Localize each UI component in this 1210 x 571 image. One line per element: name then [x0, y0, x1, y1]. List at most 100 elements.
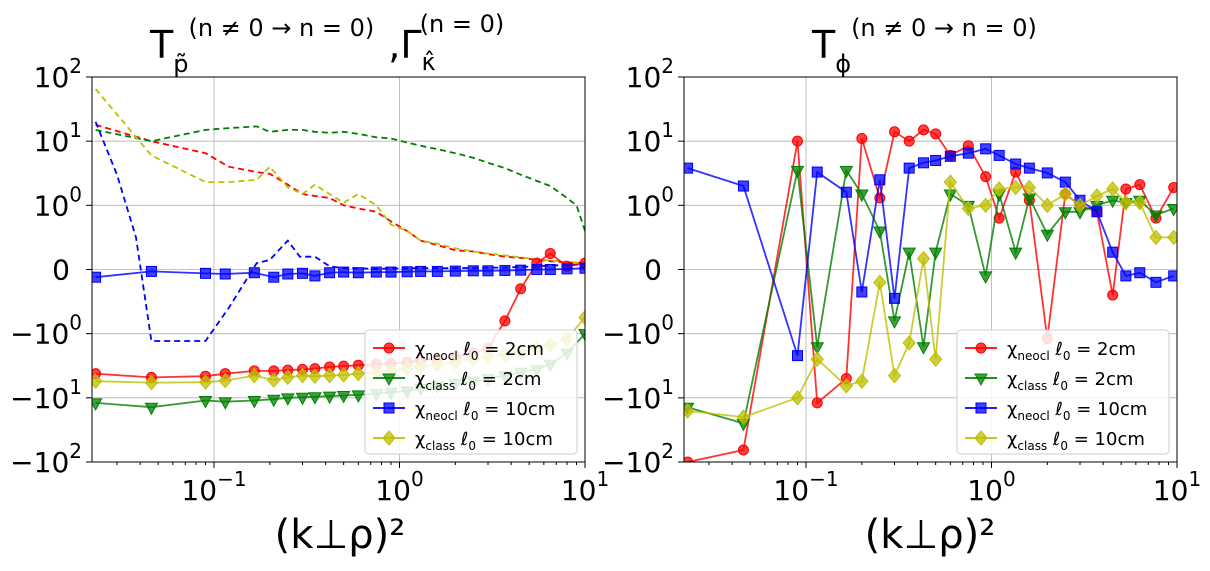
legend-label: χneocl ℓ0 = 10cm: [415, 399, 555, 423]
data-point: [840, 186, 852, 198]
right-ticks: 10−1 100 101 102 101 100 0 −100 −101 −102: [602, 54, 1201, 507]
y-tick-label: −100: [602, 311, 674, 351]
right-series: [684, 124, 1177, 462]
data-point: [431, 265, 443, 277]
data-point: [218, 372, 232, 389]
legend-swatch-marker: [382, 430, 396, 446]
data-point: [449, 265, 461, 277]
data-point: [916, 342, 931, 355]
data-point: [482, 265, 494, 277]
data-point: [352, 267, 364, 279]
data-point: [295, 367, 310, 384]
data-point: [737, 180, 749, 192]
data-point: [467, 265, 479, 277]
data-point: [1023, 162, 1035, 174]
left-ticks: 10−1 100 101 102 101 100 0 −100 −101 −102: [10, 54, 609, 507]
legend-box: [956, 329, 1170, 455]
data-point: [308, 368, 322, 384]
data-point: [199, 267, 211, 279]
data-point: [887, 367, 902, 384]
data-point: [309, 270, 321, 282]
data-point: [385, 266, 397, 278]
data-point: [1134, 267, 1146, 279]
data-point: [267, 372, 281, 388]
data-point: [902, 335, 916, 351]
right-chart-panel: 10−1 100 101 102 101 100 0 −100 −101 −102 Tϕ(n ≠ …: [602, 14, 1201, 558]
data-point: [928, 351, 943, 367]
data-point: [370, 266, 382, 278]
data-point: [499, 264, 511, 276]
data-point: [790, 165, 805, 179]
data-point: [928, 247, 943, 261]
data-point: [544, 264, 556, 275]
data-point: [684, 403, 695, 419]
data-point: [351, 390, 366, 403]
data-point: [887, 316, 902, 329]
data-point: [917, 157, 929, 169]
data-point: [736, 409, 751, 425]
data-point: [980, 143, 992, 155]
data-point: [1008, 247, 1023, 261]
series-line: [687, 128, 1175, 462]
data-point: [296, 267, 308, 279]
x-tick-label: 100: [375, 467, 423, 507]
data-point: [218, 397, 233, 410]
data-point: [980, 171, 992, 183]
data-point: [281, 369, 295, 386]
series-line: [95, 123, 585, 264]
legend-swatch-marker: [974, 430, 988, 446]
data-point: [839, 165, 854, 179]
data-point: [579, 262, 585, 274]
data-point: [1107, 246, 1119, 258]
legend-swatch-marker: [975, 402, 987, 414]
data-point: [544, 247, 556, 259]
data-point: [978, 271, 993, 284]
data-point: [930, 128, 942, 140]
data-point: [902, 247, 917, 261]
y-tick-label: 101: [34, 118, 82, 158]
data-point: [961, 200, 975, 217]
data-point: [561, 263, 573, 275]
data-point: [684, 456, 694, 462]
data-point: [917, 124, 929, 136]
data-point: [962, 147, 974, 159]
data-point: [811, 397, 823, 409]
data-point: [684, 162, 694, 174]
x-tick-label: 10−1: [773, 467, 838, 507]
data-point: [1059, 176, 1071, 188]
data-point: [1009, 179, 1023, 196]
data-point: [1022, 179, 1037, 196]
data-point: [993, 149, 1005, 161]
right-chart-title: Tϕ(n ≠ 0 → n = 0): [811, 14, 1037, 78]
data-point: [903, 162, 915, 174]
data-point: [308, 392, 322, 405]
data-point: [324, 267, 336, 279]
data-point: [873, 274, 887, 291]
data-point: [401, 266, 413, 278]
data-point: [874, 174, 886, 186]
data-point: [219, 268, 231, 280]
data-point: [888, 292, 900, 304]
data-point: [1040, 229, 1055, 243]
legend-swatch-marker: [383, 342, 395, 354]
data-point: [888, 126, 900, 138]
data-point: [268, 271, 280, 283]
data-point: [1120, 270, 1132, 282]
left-chart-title: Tp̃(n ≠ 0 → n = 0) ,Γκ̂(n = 0): [149, 10, 504, 78]
data-point: [338, 266, 350, 278]
y-tick-label: 101: [626, 118, 674, 158]
x-tick-label: 100: [967, 467, 1015, 507]
data-point: [856, 133, 868, 145]
data-point: [854, 189, 869, 203]
legend-swatch-marker: [383, 402, 395, 414]
y-tick-label: 0: [644, 254, 662, 287]
data-point: [92, 398, 103, 411]
legend-label: χneocl ℓ0 = 2cm: [415, 339, 544, 363]
data-point: [578, 309, 585, 326]
y-tick-label: 0: [52, 254, 70, 287]
data-point: [144, 374, 159, 391]
y-tick-label: 102: [34, 54, 82, 94]
data-point: [1058, 207, 1073, 220]
y-tick-label: −101: [602, 375, 674, 415]
